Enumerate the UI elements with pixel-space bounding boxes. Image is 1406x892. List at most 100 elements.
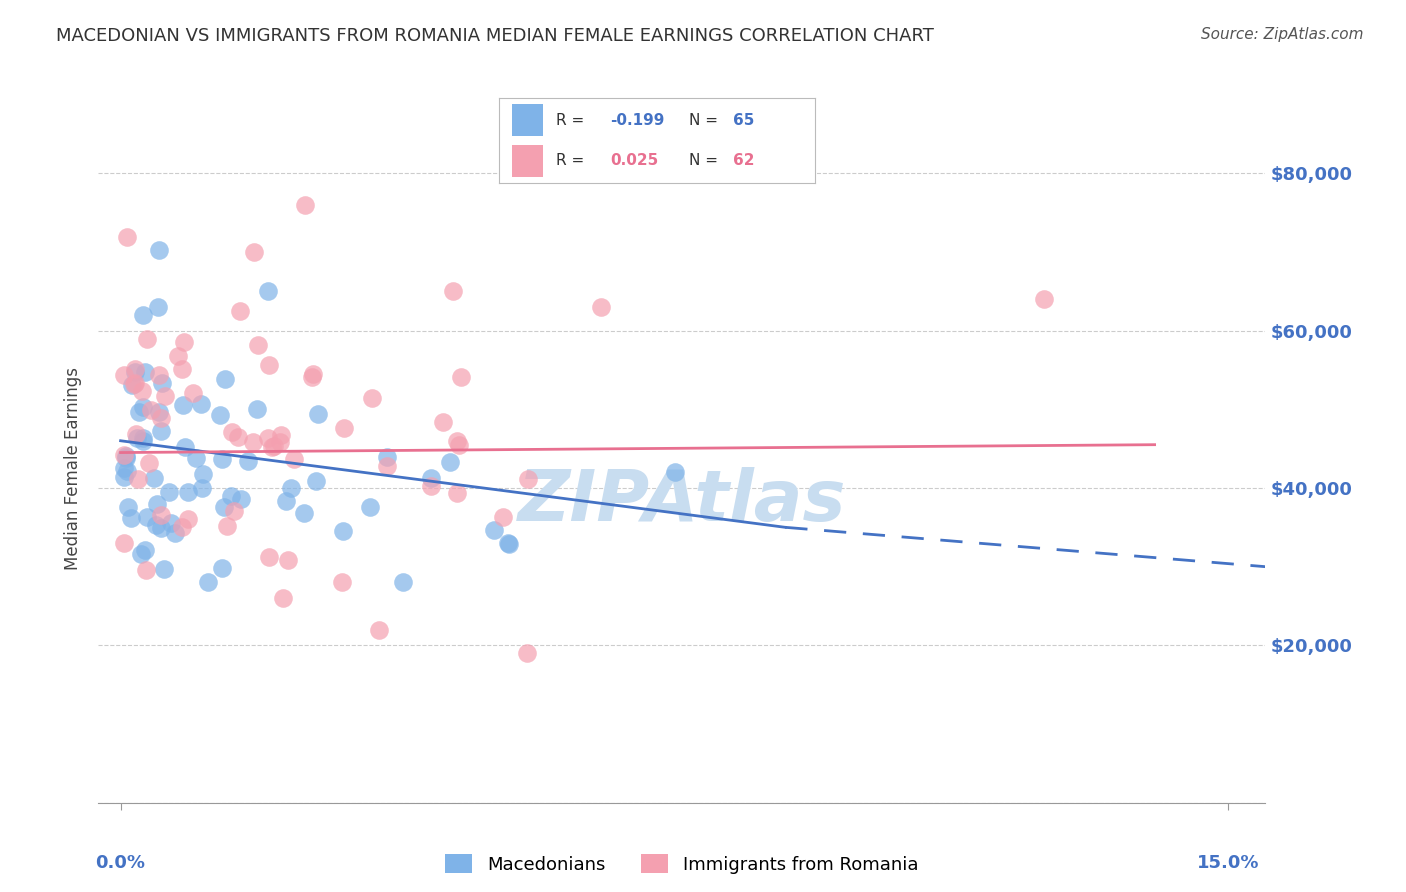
Point	[177, 512, 200, 526]
Point	[292, 506, 315, 520]
Point	[211, 560, 233, 574]
Point	[441, 284, 464, 298]
Point	[257, 431, 280, 445]
Point	[145, 517, 167, 532]
Text: 15.0%: 15.0%	[1198, 854, 1260, 872]
Point	[257, 284, 280, 298]
Point	[274, 494, 297, 508]
Point	[160, 516, 183, 530]
Point	[132, 434, 155, 449]
Point	[142, 471, 165, 485]
Point	[177, 485, 200, 500]
Point	[132, 401, 155, 415]
Point	[135, 563, 157, 577]
Point	[112, 448, 135, 462]
Point	[186, 450, 208, 465]
Point	[120, 510, 142, 524]
Point	[134, 365, 156, 379]
Point	[117, 500, 139, 515]
Point	[226, 430, 249, 444]
Point	[153, 562, 176, 576]
Text: N =: N =	[689, 112, 723, 128]
Text: 0.025: 0.025	[610, 153, 658, 169]
Text: 62: 62	[734, 153, 755, 169]
Point	[191, 481, 214, 495]
Point	[122, 376, 145, 391]
Text: R =: R =	[557, 112, 589, 128]
Point	[229, 304, 252, 318]
Point	[112, 368, 135, 382]
Point	[132, 308, 155, 322]
Point	[221, 425, 243, 439]
Point	[450, 369, 472, 384]
Point	[149, 411, 172, 425]
Point	[330, 575, 353, 590]
Point	[197, 575, 219, 590]
Point	[115, 449, 138, 463]
Point	[114, 469, 136, 483]
Point	[166, 349, 188, 363]
Point	[165, 525, 187, 540]
Point	[138, 456, 160, 470]
Point	[308, 407, 330, 421]
Point	[214, 372, 236, 386]
Point	[280, 481, 302, 495]
Point	[149, 425, 172, 439]
Point	[257, 550, 280, 565]
Point	[149, 521, 172, 535]
Point	[173, 440, 195, 454]
Point	[277, 552, 299, 566]
Point	[115, 464, 138, 478]
Point	[375, 458, 398, 473]
Point	[148, 368, 170, 382]
Point	[124, 366, 146, 380]
Point	[114, 451, 136, 466]
Point	[127, 472, 149, 486]
Point	[215, 519, 238, 533]
Point	[148, 244, 170, 258]
Point	[332, 524, 354, 539]
Text: 0.0%: 0.0%	[96, 854, 146, 872]
Point	[112, 536, 135, 550]
Point	[211, 452, 233, 467]
Point	[359, 500, 381, 514]
Point	[173, 335, 195, 350]
Point	[121, 378, 143, 392]
Point	[148, 405, 170, 419]
Point	[146, 300, 169, 314]
Text: 65: 65	[734, 112, 755, 128]
Point	[301, 370, 323, 384]
Point	[447, 438, 470, 452]
Point	[246, 402, 269, 417]
Point	[271, 591, 294, 606]
Text: -0.199: -0.199	[610, 112, 664, 128]
Point	[124, 362, 146, 376]
Bar	[512, 145, 543, 177]
Point	[172, 398, 194, 412]
Point	[432, 415, 454, 429]
Point	[150, 376, 173, 390]
Point	[221, 489, 243, 503]
Point	[150, 508, 173, 523]
Point	[125, 426, 148, 441]
Point	[439, 455, 461, 469]
Point	[664, 465, 686, 479]
Point	[229, 491, 252, 506]
Point	[115, 230, 138, 244]
Point	[128, 405, 150, 419]
Point	[446, 434, 468, 449]
Point	[132, 431, 155, 445]
Point	[270, 428, 292, 442]
Point	[222, 504, 245, 518]
Point	[172, 362, 194, 376]
Point	[212, 500, 235, 514]
Point	[294, 197, 316, 211]
Point	[262, 441, 284, 455]
Point	[517, 473, 540, 487]
Point	[129, 547, 152, 561]
Point	[146, 497, 169, 511]
Y-axis label: Median Female Earnings: Median Female Earnings	[65, 367, 83, 570]
Point	[247, 338, 270, 352]
Point	[263, 439, 285, 453]
Point	[181, 385, 204, 400]
